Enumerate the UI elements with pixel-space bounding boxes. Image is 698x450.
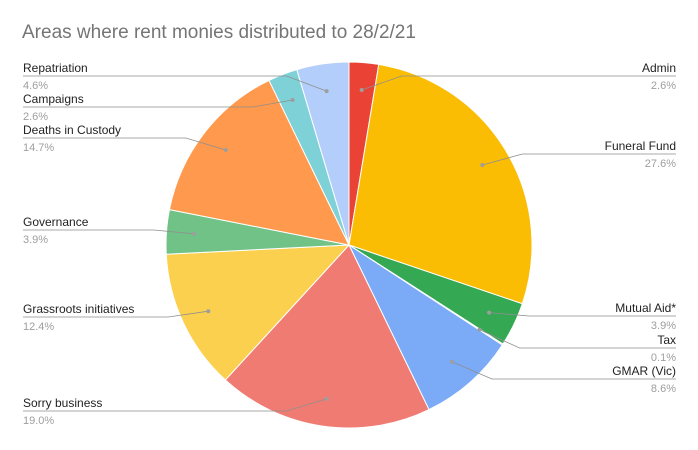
leader-line-repatriation: [23, 75, 327, 92]
slice-label-gmar-vic: GMAR (Vic): [612, 364, 676, 378]
slice-percent-deaths-in-custody: 14.7%: [23, 142, 54, 154]
leader-dot-mutual-aid: [487, 310, 492, 315]
slice-percent-funeral-fund: 27.6%: [645, 158, 676, 170]
leader-line-mutual-aid: [489, 312, 676, 317]
leader-line-gmar-vic: [451, 361, 676, 380]
leader-dot-admin: [359, 88, 364, 92]
leader-dot-grassroots-initiatives: [206, 309, 211, 314]
pie-slice-sorry-business: [224, 244, 430, 429]
slice-percent-campaigns: 2.6%: [23, 111, 48, 123]
leader-line-deaths-in-custody: [23, 137, 226, 151]
leader-dot-sorry-business: [324, 396, 329, 401]
leader-line-grassroots-initiatives: [23, 310, 209, 318]
slice-label-tax: Tax: [657, 333, 676, 347]
slice-percent-mutual-aid: 3.9%: [651, 320, 676, 332]
slice-percent-sorry-business: 19.0%: [23, 415, 54, 427]
slice-label-funeral-fund: Funeral Fund: [605, 139, 676, 153]
leader-dot-deaths-in-custody: [223, 148, 228, 152]
chart-title: Areas where rent monies distributed to 2…: [22, 22, 416, 43]
slice-label-deaths-in-custody: Deaths in Custody: [23, 123, 121, 137]
leader-dot-governance: [191, 231, 196, 236]
leader-line-tax: [479, 329, 676, 349]
slice-label-mutual-aid: Mutual Aid*: [615, 301, 676, 315]
pie-slice-gmar-vic: [347, 243, 503, 411]
slice-percent-repatriation: 4.6%: [23, 80, 48, 92]
pie-slice-repatriation: [296, 61, 350, 246]
leader-dot-funeral-fund: [480, 163, 485, 167]
slice-label-admin: Admin: [642, 61, 676, 75]
slice-label-grassroots-initiatives: Grassroots initiatives: [23, 302, 134, 316]
leader-dot-campaigns: [290, 98, 295, 102]
pie-slice-funeral-fund: [348, 63, 533, 305]
leader-line-admin: [361, 75, 676, 91]
slice-label-campaigns: Campaigns: [23, 92, 84, 106]
slice-percent-gmar-vic: 8.6%: [651, 383, 676, 395]
leader-line-campaigns: [23, 99, 293, 108]
leader-line-governance: [23, 229, 194, 235]
slice-percent-grassroots-initiatives: 12.4%: [23, 321, 54, 333]
leader-dot-tax: [477, 327, 482, 332]
pie-slice-deaths-in-custody: [168, 79, 350, 246]
slice-label-sorry-business: Sorry business: [23, 396, 102, 410]
slice-percent-governance: 3.9%: [23, 234, 48, 246]
slice-percent-admin: 2.6%: [651, 80, 676, 92]
slice-label-governance: Governance: [23, 215, 89, 229]
leader-line-sorry-business: [23, 398, 327, 412]
leader-dot-repatriation: [324, 89, 329, 94]
leader-dot-gmar-vic: [449, 359, 454, 364]
slice-label-repatriation: Repatriation: [23, 61, 88, 75]
leader-line-funeral-fund: [482, 153, 676, 166]
pie-slice-grassroots-initiatives: [165, 244, 351, 381]
slice-percent-tax: 0.1%: [651, 352, 676, 364]
